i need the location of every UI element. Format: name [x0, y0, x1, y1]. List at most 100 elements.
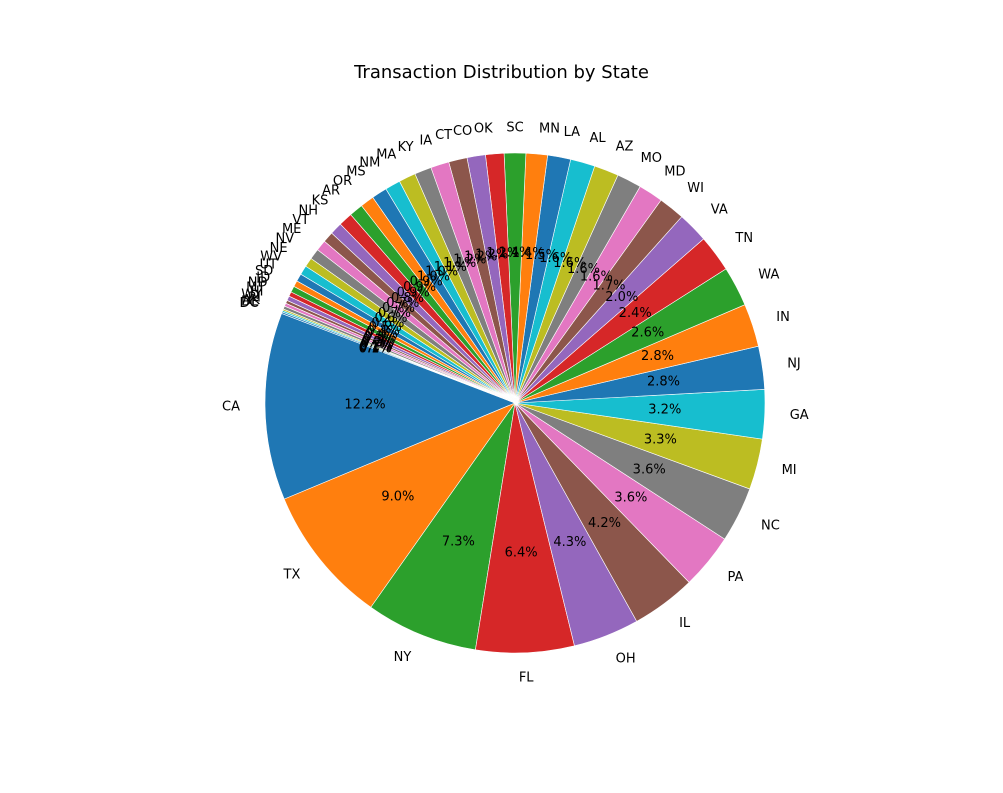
pct-label-wa: 2.6% — [631, 326, 664, 341]
slice-label-va: VA — [711, 202, 728, 217]
slice-label-ut: UT — [260, 258, 278, 273]
pct-label-ok: 1.2% — [486, 246, 519, 261]
pct-label-ne: 0.6% — [374, 311, 407, 326]
pct-label-il: 4.2% — [588, 516, 621, 531]
pct-label-wy: 0.2% — [361, 337, 394, 352]
pct-label-vt: 0.7% — [386, 296, 419, 311]
pct-label-va: 2.0% — [605, 290, 638, 305]
slice-label-vt: VT — [292, 213, 309, 228]
pct-label-ga: 3.2% — [648, 402, 681, 417]
pct-label-nm: 1.0% — [425, 265, 458, 280]
slice-label-ar: AR — [322, 183, 340, 198]
slice-label-wv: WV — [260, 249, 282, 264]
slice-label-mn: MN — [539, 122, 560, 137]
pct-label-nc: 3.6% — [633, 463, 666, 478]
slice-label-sc: SC — [506, 121, 523, 136]
pct-label-ks: 0.9% — [397, 285, 430, 300]
slice-label-ri: RI — [248, 291, 261, 306]
pct-label-sd: 0.4% — [367, 324, 400, 339]
pct-label-ms: 1.0% — [417, 270, 450, 285]
pct-label-tx: 9.0% — [381, 489, 414, 504]
pct-label-az: 1.6% — [553, 256, 586, 271]
slice-label-ia: IA — [419, 133, 432, 148]
pct-label-ca: 12.2% — [344, 398, 385, 413]
pie-slices — [264, 152, 766, 654]
pct-label-ma: 1.1% — [434, 260, 467, 275]
slice-label-mt: MT — [246, 280, 265, 295]
pct-label-oh: 4.3% — [553, 535, 586, 550]
slice-label-az: AZ — [616, 140, 634, 155]
slice-label-de: DE — [241, 295, 259, 310]
pie-slice-tx — [283, 402, 516, 608]
slice-label-nm: NM — [359, 156, 380, 171]
slice-label-id: ID — [256, 270, 270, 285]
pct-label-tn: 2.4% — [619, 306, 652, 321]
pct-label-ny: 7.3% — [442, 534, 475, 549]
slice-label-ms: MS — [346, 165, 365, 180]
slice-label-nd: ND — [248, 276, 268, 291]
pct-label-mi: 3.3% — [644, 432, 677, 447]
slice-label-me: ME — [282, 222, 301, 237]
slice-label-hi: HI — [250, 284, 264, 299]
pct-label-ri: 0.2% — [360, 338, 393, 353]
slice-label-tx: TX — [283, 567, 301, 582]
pie-slice-ny — [370, 402, 516, 651]
slice-label-nh: NH — [299, 204, 319, 219]
pct-label-ct: 1.2% — [464, 250, 497, 265]
slice-label-la: LA — [564, 125, 581, 140]
slice-label-mi: MI — [782, 463, 797, 478]
slice-label-ky: KY — [398, 140, 414, 155]
slice-label-wa: WA — [758, 267, 779, 282]
slice-label-ok: OK — [474, 121, 493, 136]
pct-label-wv: 0.6% — [371, 316, 404, 331]
percent-labels: 12.2% 9.0% 7.3% 6.4% 4.3%4.2% 3.6% 3.6% 3.3% 3.2… — [344, 246, 681, 561]
slice-label-ny: NY — [394, 650, 412, 665]
slice-label-il: IL — [679, 616, 691, 631]
slice-label-ks: KS — [312, 194, 329, 209]
slice-label-pa: PA — [728, 570, 744, 585]
slice-label-co: CO — [453, 124, 472, 139]
pct-label-in: 2.8% — [641, 349, 674, 364]
pct-label-al: 1.6% — [539, 251, 572, 266]
slice-label-ma: MA — [376, 147, 396, 162]
pct-label-nd: 0.3% — [363, 330, 396, 345]
pct-label-ia: 1.2% — [453, 253, 486, 268]
slice-label-or: OR — [333, 174, 352, 189]
pct-label-id: 0.4% — [365, 327, 398, 342]
pie-slice-dc — [281, 311, 516, 404]
slice-label-md: MD — [664, 165, 685, 180]
slice-label-wy: WY — [241, 287, 262, 302]
pct-label-co: 1.2% — [475, 247, 508, 262]
pct-label-ak: 0.1% — [359, 340, 392, 355]
pct-label-mn: 1.4% — [512, 246, 545, 261]
pct-label-md: 1.6% — [580, 270, 613, 285]
pct-label-me: 0.7% — [382, 301, 415, 316]
pct-label-or: 0.9% — [410, 275, 443, 290]
slice-label-in: IN — [776, 310, 790, 325]
slice-label-mo: MO — [641, 151, 662, 166]
slice-label-ga: GA — [790, 408, 809, 423]
pct-label-de: 0.1% — [359, 340, 392, 355]
slice-label-tn: TN — [734, 231, 753, 246]
slice-label-nj: NJ — [787, 357, 801, 372]
slice-label-ct: CT — [435, 128, 452, 143]
slice-label-dc: DC — [240, 296, 259, 311]
pct-label-nh: 0.8% — [391, 291, 424, 306]
slice-label-ak: AK — [242, 293, 260, 308]
pct-label-nj: 2.8% — [647, 374, 680, 389]
slice-label-nv: NV — [275, 232, 294, 247]
pct-label-wi: 1.7% — [592, 279, 625, 294]
pie-slice-ca — [264, 313, 516, 500]
pct-label-nv: 0.7% — [378, 306, 411, 321]
slice-label-sd: SD — [255, 264, 273, 279]
chart-title: Transaction Distribution by State — [354, 62, 649, 83]
pct-label-la: 1.5% — [525, 248, 558, 263]
slice-label-fl: FL — [519, 670, 534, 685]
pct-label-pa: 3.6% — [614, 491, 647, 506]
slice-label-wi: WI — [687, 181, 704, 196]
slice-label-ca: CA — [222, 399, 240, 414]
pct-label-mt: 0.3% — [362, 333, 395, 348]
pct-label-hi: 0.2% — [361, 335, 394, 350]
